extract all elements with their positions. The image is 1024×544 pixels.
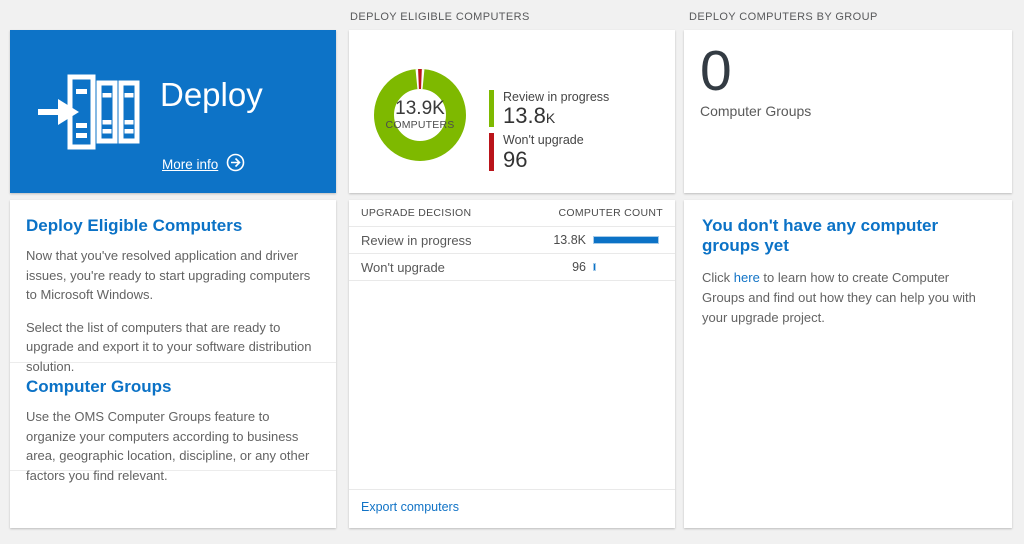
count-bar-container bbox=[593, 236, 663, 244]
section-deploy-eligible-computers: Deploy Eligible Computers Now that you'v… bbox=[10, 200, 336, 374]
table-row-wont-upgrade[interactable]: Won't upgrade 96 bbox=[349, 254, 675, 281]
deploy-tile-title: Deploy bbox=[160, 76, 263, 113]
legend-swatch-green bbox=[489, 90, 494, 128]
table-row-review-in-progress[interactable]: Review in progress 13.8K bbox=[349, 227, 675, 254]
more-info-link[interactable]: More info bbox=[162, 153, 245, 175]
right-column-header: DEPLOY COMPUTERS BY GROUP bbox=[689, 11, 878, 23]
count-bar bbox=[593, 263, 596, 271]
legend-value-number: 13.8 bbox=[503, 103, 546, 129]
export-computers-link[interactable]: Export computers bbox=[361, 500, 459, 514]
computer-groups-heading: Computer Groups bbox=[26, 377, 172, 396]
eligible-computers-chart-card: 13.9K COMPUTERS Review in progress 13.8K… bbox=[349, 30, 675, 193]
deploy-servers-arrow-icon bbox=[38, 74, 144, 155]
deploy-tile[interactable]: Deploy More info bbox=[10, 30, 336, 193]
empty-text-prefix: Click bbox=[702, 270, 734, 285]
export-row: Export computers bbox=[349, 489, 675, 528]
deploy-info-card: Deploy Eligible Computers Now that you'v… bbox=[10, 200, 336, 528]
computer-groups-empty-card: You don't have any computer groups yet C… bbox=[684, 200, 1012, 528]
deploy-eligible-computers-heading: Deploy Eligible Computers bbox=[26, 216, 243, 235]
count-bar bbox=[593, 236, 659, 244]
section-empty bbox=[10, 470, 336, 526]
legend-label-wont-upgrade: Won't upgrade bbox=[503, 133, 584, 148]
computer-groups-paragraph: Use the OMS Computer Groups feature to o… bbox=[26, 409, 310, 483]
computers-donut-chart[interactable]: 13.9K COMPUTERS bbox=[369, 64, 471, 166]
legend-review-in-progress[interactable]: Review in progress 13.8K bbox=[489, 90, 610, 128]
legend-wont-upgrade[interactable]: Won't upgrade 96 bbox=[489, 133, 609, 171]
legend-swatch-red bbox=[489, 133, 494, 171]
here-link[interactable]: here bbox=[733, 270, 760, 285]
no-computer-groups-heading: You don't have any computer groups yet bbox=[702, 216, 939, 255]
deploy-eligible-paragraph-1: Now that you've resolved application and… bbox=[26, 248, 311, 302]
upgrade-decision-table-card: UPGRADE DECISION COMPUTER COUNT Review i… bbox=[349, 200, 675, 528]
legend-value-unit: K bbox=[545, 110, 556, 127]
more-info-label: More info bbox=[162, 156, 219, 172]
no-computer-groups-text: Click here to learn how to create Comput… bbox=[702, 268, 994, 328]
middle-column-header: DEPLOY ELIGIBLE COMPUTERS bbox=[350, 11, 530, 23]
chart-legend: Review in progress 13.8K Won't upgrade 9… bbox=[489, 90, 609, 171]
count-bar-container bbox=[593, 263, 663, 271]
arrow-right-circle-icon bbox=[226, 153, 245, 175]
cell-decision: Won't upgrade bbox=[361, 259, 445, 275]
column-header-upgrade-decision: UPGRADE DECISION bbox=[361, 207, 472, 219]
legend-value-number: 96 bbox=[503, 146, 528, 172]
cell-count: 96 bbox=[572, 260, 586, 274]
legend-label-review: Review in progress bbox=[503, 90, 610, 104]
section-computer-groups: Computer Groups Use the OMS Computer Gro… bbox=[10, 362, 336, 483]
empty-text-suffix: to learn how to create Computer Groups a… bbox=[702, 270, 976, 326]
column-header-computer-count: COMPUTER COUNT bbox=[558, 207, 663, 219]
computer-groups-count-label: Computer Groups bbox=[700, 102, 812, 119]
computer-groups-count-card: 0 Computer Groups bbox=[684, 30, 1012, 193]
legend-value-wont-upgrade: 96 bbox=[503, 148, 584, 171]
cell-count: 13.8K bbox=[553, 233, 586, 247]
table-header-row: UPGRADE DECISION COMPUTER COUNT bbox=[349, 200, 675, 227]
legend-value-review: 13.8K bbox=[503, 104, 609, 127]
cell-decision: Review in progress bbox=[361, 232, 472, 248]
computer-groups-count: 0 bbox=[700, 39, 732, 103]
deploy-eligible-paragraph-2: Select the list of computers that are re… bbox=[26, 319, 312, 374]
